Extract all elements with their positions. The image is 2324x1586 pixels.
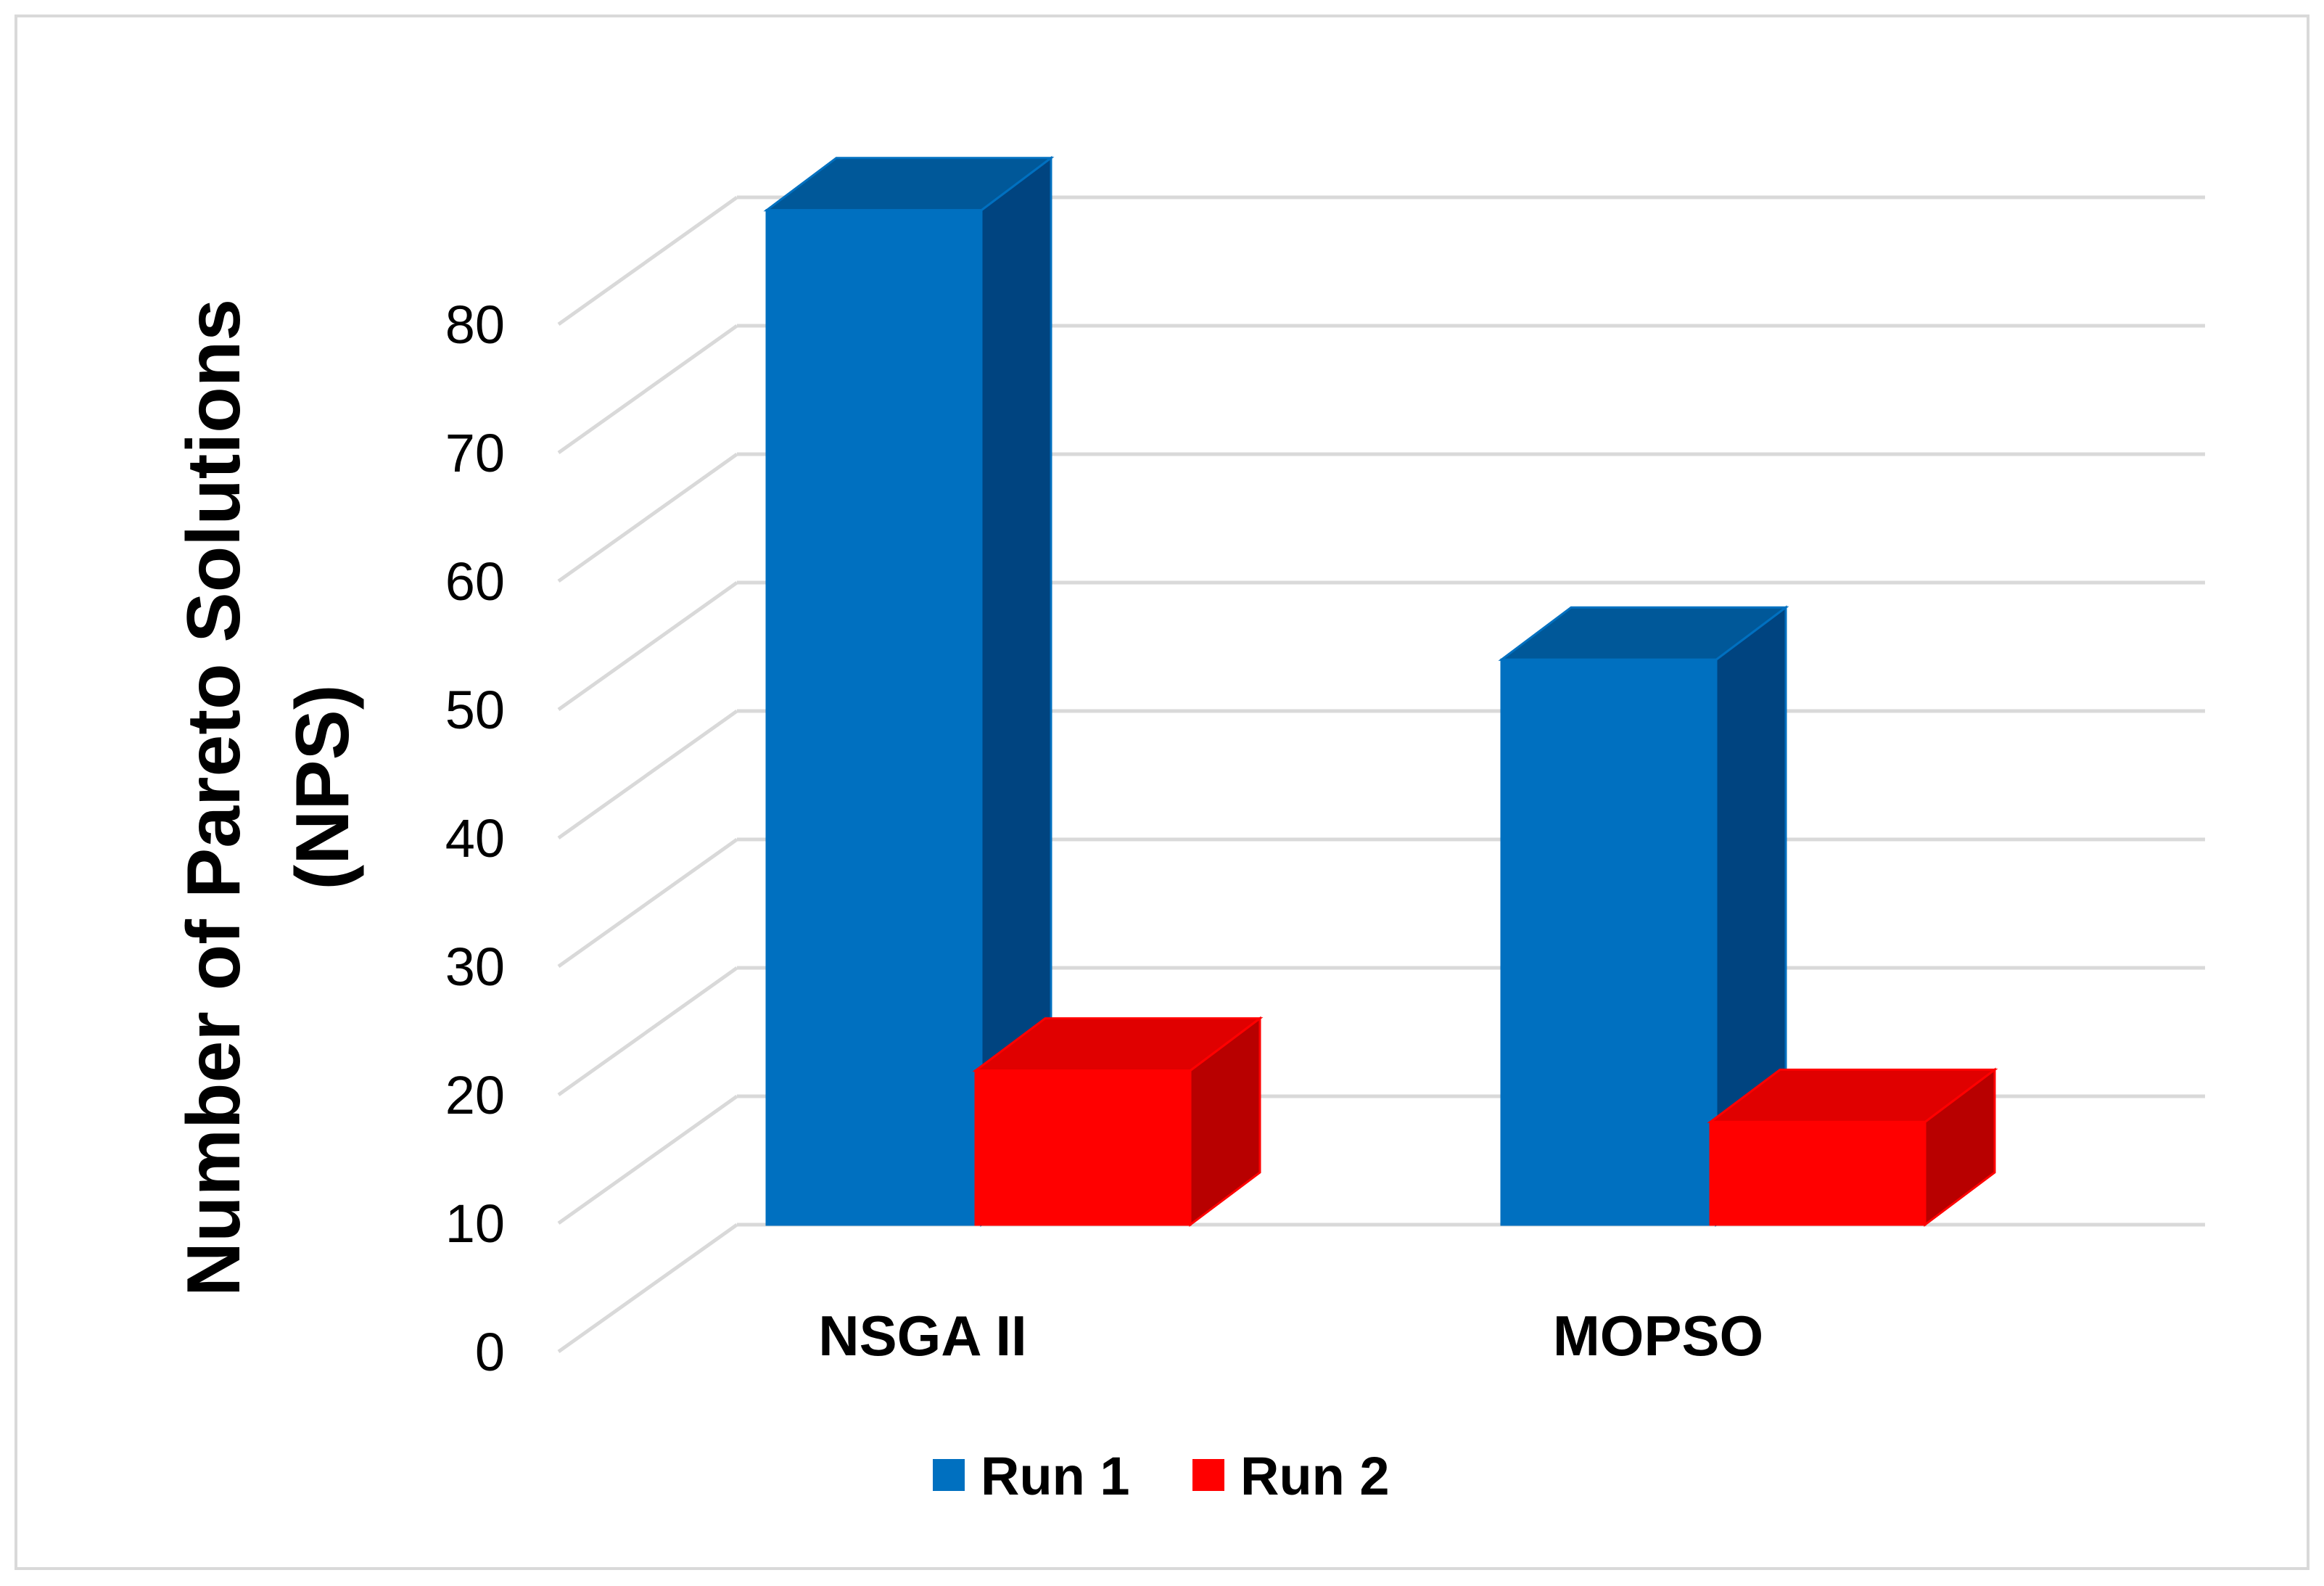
y-tick-label: 20 bbox=[445, 1065, 505, 1125]
y-axis-ticks: 0 10 20 30 40 50 60 70 80 bbox=[445, 295, 505, 1382]
x-category-label: NSGA II bbox=[818, 1304, 1026, 1368]
y-tick-label: 50 bbox=[445, 680, 505, 740]
y-tick-label: 0 bbox=[475, 1322, 505, 1382]
y-tick-label: 30 bbox=[445, 937, 505, 997]
bar-front-face bbox=[765, 209, 983, 1226]
bars bbox=[763, 155, 1998, 1227]
bar-front-face bbox=[1709, 1120, 1927, 1226]
y-tick-label: 40 bbox=[445, 808, 505, 868]
gridline-side bbox=[557, 195, 738, 326]
y-tick-label: 60 bbox=[445, 551, 505, 612]
gridline-side bbox=[557, 580, 738, 712]
y-tick-label: 10 bbox=[445, 1193, 505, 1254]
bar-front-face bbox=[1500, 658, 1718, 1226]
legend-swatch-run-2 bbox=[1192, 1459, 1224, 1491]
legend-label-run-2: Run 2 bbox=[1240, 1446, 1390, 1506]
chart-border bbox=[15, 15, 2309, 1570]
y-tick-label: 70 bbox=[445, 423, 505, 483]
gridline-side bbox=[557, 324, 738, 455]
bar-front-face bbox=[974, 1069, 1192, 1226]
gridline-side bbox=[557, 1094, 738, 1225]
gridline-side bbox=[557, 709, 738, 840]
legend-swatch-run-1 bbox=[933, 1459, 965, 1491]
y-tick-label: 80 bbox=[445, 295, 505, 355]
gridline-side bbox=[557, 966, 738, 1097]
bar-nsga-ii-run-2 bbox=[972, 1016, 1264, 1227]
x-axis-categories: NSGA II MOPSO bbox=[818, 1304, 1763, 1368]
bar-nsga-ii-run-1 bbox=[763, 155, 1055, 1227]
x-category-label: MOPSO bbox=[1553, 1304, 1763, 1368]
y-axis-label-line-2: (NPS) bbox=[281, 684, 365, 889]
gridline-side bbox=[557, 837, 738, 969]
y-axis-label-line-1: Number of Pareto Solutions bbox=[172, 299, 256, 1297]
bar-mopso-run-1 bbox=[1498, 605, 1789, 1227]
gridline-side bbox=[557, 452, 738, 583]
bar-mopso-run-2 bbox=[1707, 1067, 1998, 1227]
gridline-side bbox=[557, 1223, 738, 1354]
y-axis-label: Number of Pareto Solutions (NPS) bbox=[172, 278, 365, 1297]
legend: Run 1 Run 2 bbox=[933, 1446, 1390, 1506]
legend-label-run-1: Run 1 bbox=[981, 1446, 1130, 1506]
